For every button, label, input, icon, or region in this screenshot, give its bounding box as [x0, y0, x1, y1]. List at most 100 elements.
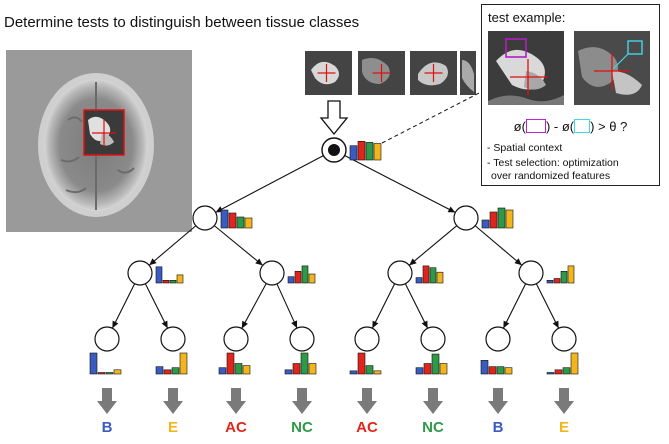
edge-arrowhead — [514, 258, 522, 266]
split-node — [127, 260, 153, 286]
hist-bar-b — [220, 209, 229, 229]
hist-bar-ac — [488, 366, 497, 375]
tree-edge — [408, 225, 458, 266]
hist-bar-nc — [300, 352, 309, 375]
hist-bar-nc — [562, 367, 571, 375]
edge-arrowhead — [552, 320, 559, 329]
tissue-shape — [462, 60, 474, 92]
node-histogram — [481, 207, 514, 229]
edge-arrowhead — [149, 258, 157, 266]
split-node — [453, 205, 479, 231]
leaf-down-arrow — [423, 388, 443, 414]
edge-arrowhead — [255, 258, 263, 266]
hist-bar-e — [179, 352, 188, 375]
hist-bar-ac — [489, 211, 498, 229]
input-down-arrow — [319, 100, 349, 136]
edge-arrowhead — [447, 206, 456, 213]
example-patch-left — [488, 31, 564, 105]
hist-bar-ac — [226, 352, 235, 375]
crosshair-icon — [317, 64, 336, 82]
hist-bar-b — [287, 276, 295, 284]
dashed-connector — [381, 91, 482, 144]
node-histogram — [155, 266, 184, 284]
formula-part-1: ø( — [513, 119, 526, 134]
crosshair-icon — [372, 64, 391, 82]
hist-bar-e — [505, 209, 514, 229]
patch-thumbnail — [305, 51, 352, 95]
leaf-down-arrow — [97, 388, 117, 414]
edge-arrowhead — [409, 258, 417, 266]
patch-thumbnail — [460, 51, 476, 95]
leaf-class-label: NC — [422, 419, 444, 436]
hist-bar-ac — [357, 352, 366, 375]
hist-bar-b — [155, 266, 163, 284]
leaf-node — [420, 326, 446, 352]
hist-bar-b — [546, 279, 554, 284]
hist-bar-e — [244, 217, 253, 229]
hist-bar-e — [176, 274, 184, 284]
hist-bar-ac — [163, 369, 172, 375]
hist-bar-b — [349, 145, 358, 161]
hist-bar-ac — [228, 212, 237, 229]
tree-edge — [371, 283, 396, 329]
hist-bar-b — [284, 369, 293, 375]
edge-arrowhead — [161, 320, 168, 329]
split-node — [518, 260, 544, 286]
leaf-class-label: E — [558, 419, 569, 436]
hist-bar-e — [308, 363, 317, 375]
leaf-node — [551, 326, 577, 352]
tree-edge — [148, 225, 197, 266]
hist-bar-e — [242, 365, 251, 375]
node-histogram — [287, 265, 316, 284]
hist-bar-ac — [292, 363, 301, 375]
tree-edge — [344, 155, 456, 213]
leaf-histogram — [89, 352, 122, 375]
hist-bar-nc — [497, 207, 506, 229]
hist-bar-e — [570, 352, 579, 375]
leaf-down-arrow — [163, 388, 183, 414]
hist-bar-nc — [365, 142, 374, 161]
hist-bar-nc — [234, 363, 243, 375]
tree-edge — [215, 155, 324, 213]
edge-arrowhead — [241, 320, 248, 329]
formula-part-2: ) - ø( — [545, 119, 575, 134]
split-node — [259, 260, 285, 286]
hist-bar-nc — [171, 367, 180, 375]
note-randomized-features: over randomized features — [491, 170, 611, 182]
hist-bar-ac — [357, 141, 366, 161]
hist-bar-e — [373, 370, 382, 375]
hist-bar-b — [546, 372, 555, 375]
test-example-images — [488, 31, 650, 105]
hist-bar-ac — [554, 369, 563, 375]
edge-arrowhead — [372, 320, 379, 329]
leaf-histogram — [480, 360, 513, 375]
tree-edge — [404, 283, 429, 329]
formula-part-3: ) > θ ? — [590, 119, 628, 134]
hist-bar-e — [373, 143, 382, 161]
test-example-box: test example: ø() - ø() > θ ? - Spatial … — [481, 4, 660, 186]
hist-bar-ac — [97, 372, 106, 375]
leaf-class-label: NC — [291, 419, 313, 436]
hist-bar-ac — [423, 363, 432, 375]
leaf-class-label: B — [492, 419, 504, 436]
hist-bar-ac — [294, 270, 302, 284]
crosshair-icon — [424, 64, 443, 82]
tissue-shape — [362, 58, 390, 84]
node-histogram — [415, 265, 444, 284]
leaf-node — [94, 326, 120, 352]
tree-edge — [474, 225, 523, 266]
leaf-node — [223, 326, 249, 352]
hist-bar-e — [113, 369, 122, 375]
hist-bar-b — [349, 370, 358, 375]
hist-bar-ac — [162, 279, 170, 284]
hist-bar-nc — [429, 267, 437, 284]
leaf-node — [485, 326, 511, 352]
tree-edge — [535, 283, 560, 329]
page-title: Determine tests to distinguish between t… — [4, 14, 360, 31]
test-formula: ø( ) - ø( ) > θ ? — [482, 119, 659, 134]
leaf-node — [160, 326, 186, 352]
hist-bar-e — [504, 367, 513, 375]
tree-edges — [111, 155, 560, 329]
edge-arrowhead — [291, 320, 298, 329]
